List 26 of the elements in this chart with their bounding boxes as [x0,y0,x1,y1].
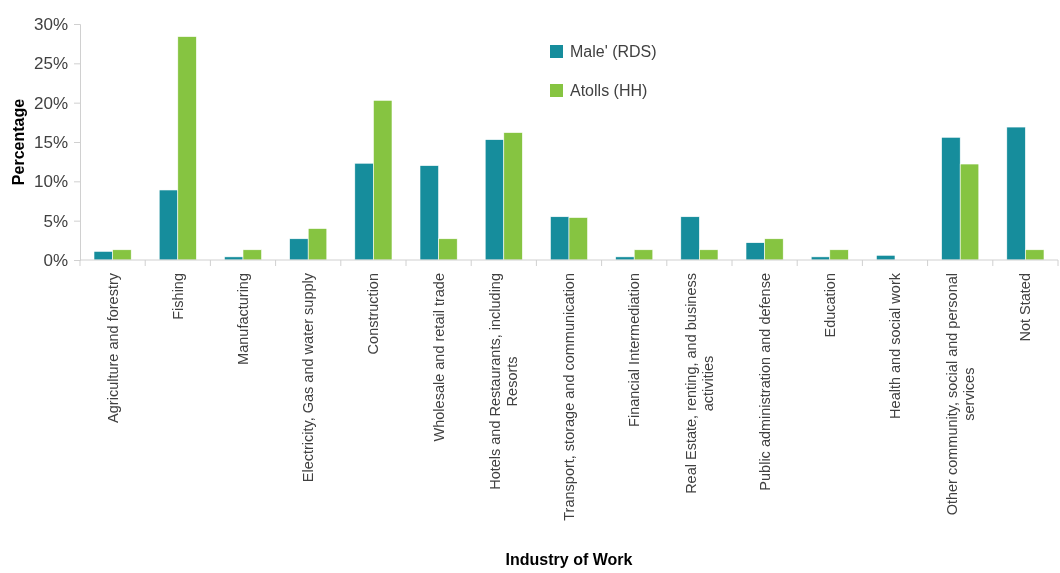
x-tick-label: Wholesale and retail trade [430,273,447,442]
x-tick-label: Financial Intermediation [626,273,643,427]
y-tick-label: 30% [33,14,68,34]
x-tick-label: Not Stated [1017,273,1034,342]
x-tick-label: Public administration and defense [756,273,773,491]
x-tick-label: Manufacturing [235,273,252,365]
y-tick-label: 0% [43,250,68,270]
y-tick-label: 5% [43,211,68,231]
y-tick-label: 15% [33,132,68,152]
x-tick-label: Transport, storage and communication [561,273,578,521]
x-tick-label: Hotels and Restaurants, including Resorts [487,273,521,490]
x-tick-label: Electricity, Gas and water supply [300,272,317,483]
x-tick-label: Construction [365,273,382,355]
x-axis-title: Industry of Work [505,551,633,568]
y-tick-label: 10% [33,172,68,192]
x-tick-label: Agriculture and forestry [104,272,121,423]
x-tick-label: Other community, social and personal services [943,273,977,516]
x-tick-label: Education [821,273,838,338]
legend-label: Atolls (HH) [570,81,648,99]
y-axis-title: Percentage [10,98,27,186]
x-tick-label: Real Estate, renting, and business activities [682,273,716,494]
legend-label: Male' (RDS) [570,42,657,60]
x-tick-label: Health and social work [887,272,904,419]
y-tick-label: 20% [33,93,68,113]
y-tick-label: 25% [33,54,68,74]
x-tick-label: Fishing [169,273,186,320]
